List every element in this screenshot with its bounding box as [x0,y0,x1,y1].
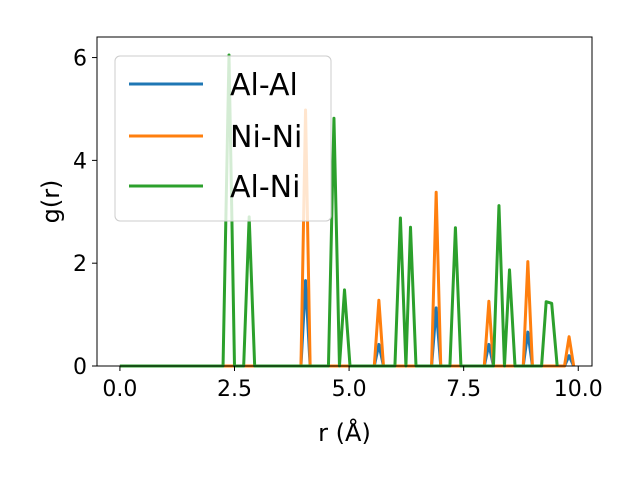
legend-label-ni-ni: Ni-Ni [230,120,302,155]
x-axis-ticks: 0.0 2.5 5.0 7.5 10.0 [102,366,603,402]
y-tick-label: 2 [73,252,87,277]
x-tick-label: 2.5 [217,377,252,402]
plot-frame [96,36,593,367]
y-axis-ticks: 0 2 4 6 [73,47,97,380]
legend-box [114,55,332,222]
legend-label-al-ni: Al-Ni [230,170,300,205]
y-axis-label: g(r) [37,180,65,224]
x-axis-label: r (Å) [318,418,371,447]
y-tick-label: 0 [73,355,87,380]
x-tick-label: 7.5 [446,377,481,402]
legend: Al-Al Ni-Ni Al-Ni [114,55,332,222]
x-tick-label: 0.0 [102,377,137,402]
legend-label-al-al: Al-Al [230,68,298,103]
y-tick-label: 6 [73,47,87,72]
x-tick-label: 5.0 [332,377,367,402]
y-tick-label: 4 [73,149,87,174]
x-tick-label: 10.0 [554,377,603,402]
